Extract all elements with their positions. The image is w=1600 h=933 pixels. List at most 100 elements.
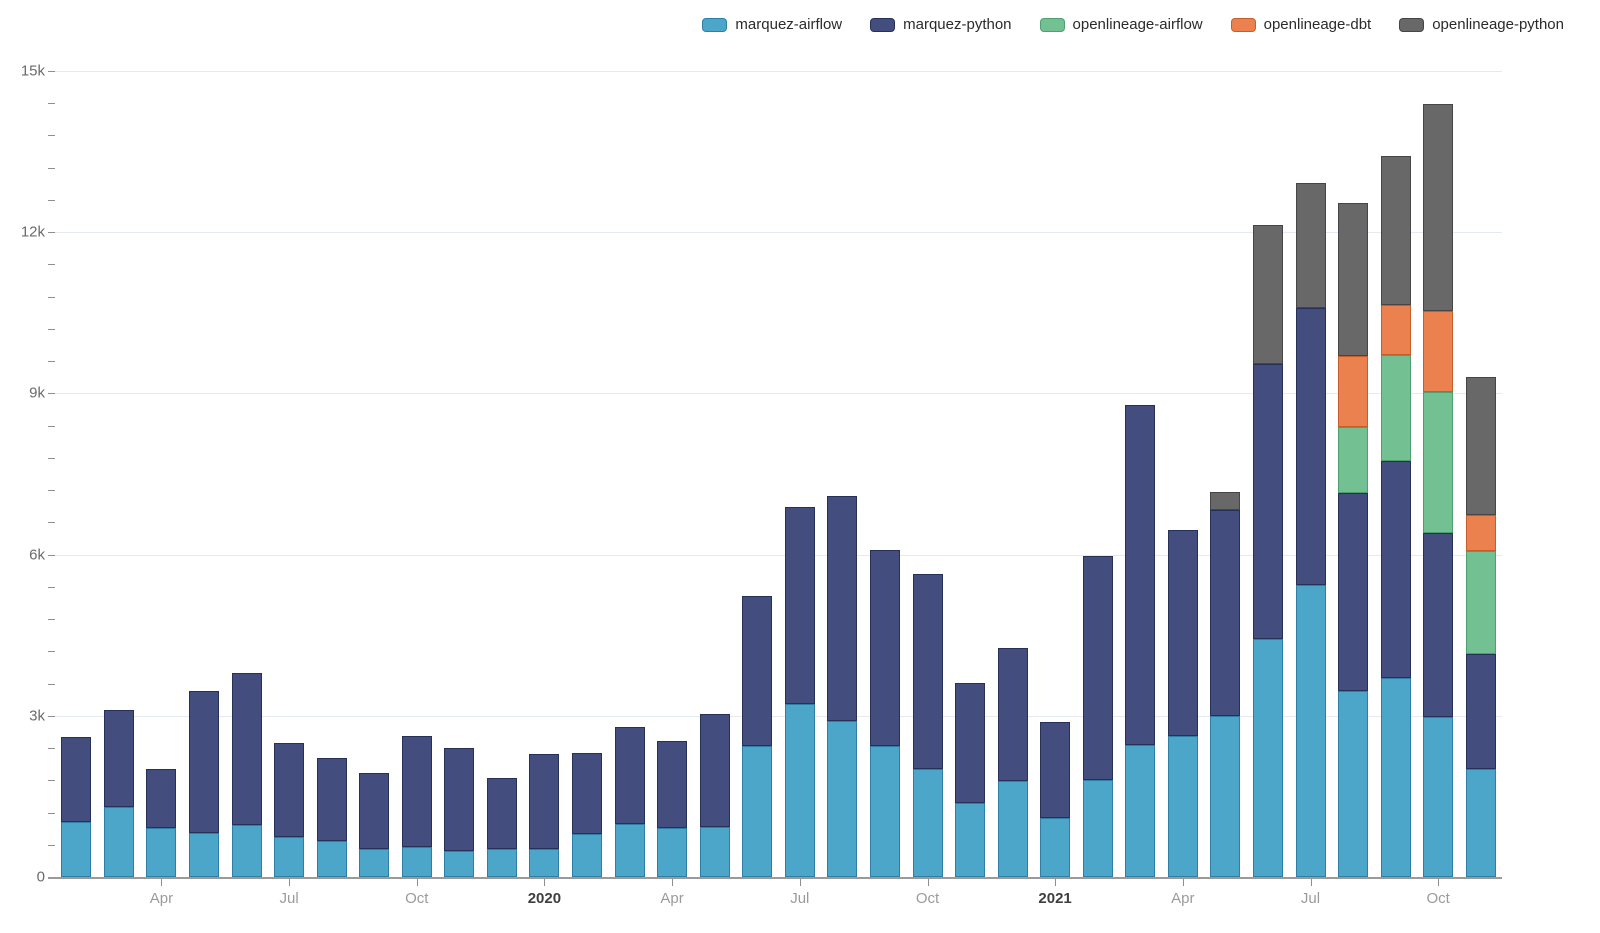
bar-2021-10-openlineage-airflow[interactable] xyxy=(1423,392,1454,534)
x-axis-label-Oct: Oct xyxy=(915,890,940,907)
bar-2021-01-marquez-python[interactable] xyxy=(1040,721,1071,818)
bar-2020-02-marquez-python[interactable] xyxy=(572,752,602,834)
bar-2021-10-marquez-airflow[interactable] xyxy=(1423,717,1454,877)
bar-2019-12-marquez-python[interactable] xyxy=(486,778,517,849)
bar-2021-05-marquez-python[interactable] xyxy=(1210,509,1241,716)
bar-2021-08-openlineage-airflow[interactable] xyxy=(1338,427,1368,493)
bar-2021-05-marquez-airflow[interactable] xyxy=(1210,715,1241,877)
x-axis-tick xyxy=(1182,879,1184,886)
legend-item-marquez-airflow[interactable]: marquez-airflow xyxy=(702,13,842,37)
bar-2020-03-marquez-airflow[interactable] xyxy=(614,824,645,877)
bar-2020-08-marquez-airflow[interactable] xyxy=(827,721,858,877)
bar-2021-06-openlineage-python[interactable] xyxy=(1252,224,1283,364)
bar-2019-02-marquez-airflow[interactable] xyxy=(61,821,92,877)
bar-2021-01-marquez-airflow[interactable] xyxy=(1040,817,1071,877)
legend-swatch-icon xyxy=(870,18,896,32)
bar-2020-03-marquez-python[interactable] xyxy=(614,726,645,825)
bar-2019-10-marquez-python[interactable] xyxy=(401,735,432,847)
legend-item-openlineage-airflow[interactable]: openlineage-airflow xyxy=(1039,13,1203,37)
bar-2021-07-marquez-python[interactable] xyxy=(1295,307,1326,586)
bar-2021-08-marquez-airflow[interactable] xyxy=(1338,690,1368,877)
bar-2021-09-openlineage-dbt[interactable] xyxy=(1380,304,1411,355)
legend-item-openlineage-dbt[interactable]: openlineage-dbt xyxy=(1230,13,1371,37)
bar-2019-08-marquez-python[interactable] xyxy=(316,758,347,841)
y-axis-tick xyxy=(48,683,55,685)
bar-2021-09-marquez-airflow[interactable] xyxy=(1380,678,1411,877)
bar-2020-06-marquez-airflow[interactable] xyxy=(742,746,773,877)
bar-2021-10-openlineage-python[interactable] xyxy=(1423,103,1454,311)
bar-2021-06-marquez-airflow[interactable] xyxy=(1252,639,1283,877)
bar-2019-03-marquez-airflow[interactable] xyxy=(103,807,134,877)
bar-2019-08-marquez-airflow[interactable] xyxy=(316,841,347,877)
bar-2021-04-marquez-python[interactable] xyxy=(1167,530,1198,736)
bar-2021-08-marquez-python[interactable] xyxy=(1338,492,1368,691)
bar-2021-11-marquez-airflow[interactable] xyxy=(1465,768,1496,877)
bar-2020-08-marquez-python[interactable] xyxy=(827,495,858,722)
bar-2019-09-marquez-python[interactable] xyxy=(359,772,390,850)
bar-2021-10-marquez-python[interactable] xyxy=(1423,533,1454,718)
bar-2019-11-marquez-airflow[interactable] xyxy=(444,851,475,877)
bar-2019-04-marquez-airflow[interactable] xyxy=(146,827,177,877)
bar-2021-11-openlineage-dbt[interactable] xyxy=(1465,514,1496,552)
bar-2021-06-marquez-python[interactable] xyxy=(1252,363,1283,639)
bar-2019-04-marquez-python[interactable] xyxy=(146,768,177,828)
y-axis-label: 9k xyxy=(29,384,45,402)
bar-2020-10-marquez-airflow[interactable] xyxy=(912,768,943,877)
bar-2019-06-marquez-python[interactable] xyxy=(231,672,262,825)
bar-2020-04-marquez-python[interactable] xyxy=(657,741,688,829)
bar-2019-03-marquez-python[interactable] xyxy=(103,710,134,808)
bar-2021-09-openlineage-python[interactable] xyxy=(1380,156,1411,305)
bar-2019-12-marquez-airflow[interactable] xyxy=(486,848,517,877)
bar-2020-06-marquez-python[interactable] xyxy=(742,595,773,747)
bar-2020-10-marquez-python[interactable] xyxy=(912,574,943,769)
bar-2021-10-openlineage-dbt[interactable] xyxy=(1423,310,1454,393)
x-axis-tick xyxy=(416,879,418,886)
x-axis-tick xyxy=(799,879,801,886)
bar-2020-02-marquez-airflow[interactable] xyxy=(572,834,602,877)
bar-2020-04-marquez-airflow[interactable] xyxy=(657,828,688,877)
bar-2021-02-marquez-airflow[interactable] xyxy=(1082,780,1113,877)
bar-2021-03-marquez-airflow[interactable] xyxy=(1125,745,1156,877)
bar-2019-10-marquez-airflow[interactable] xyxy=(401,846,432,877)
bar-2021-05-openlineage-python[interactable] xyxy=(1210,492,1241,510)
x-axis-line xyxy=(48,877,1502,879)
bar-2020-07-marquez-airflow[interactable] xyxy=(784,704,815,877)
bar-2019-05-marquez-python[interactable] xyxy=(189,691,219,833)
bar-2021-02-marquez-python[interactable] xyxy=(1082,555,1113,781)
bar-2021-09-openlineage-airflow[interactable] xyxy=(1380,354,1411,462)
bar-2021-11-openlineage-python[interactable] xyxy=(1465,376,1496,515)
bar-2021-08-openlineage-python[interactable] xyxy=(1338,203,1368,357)
bar-2020-05-marquez-python[interactable] xyxy=(699,714,730,827)
y-axis-tick xyxy=(48,715,55,717)
bar-2020-01-marquez-airflow[interactable] xyxy=(529,849,560,877)
bar-2019-06-marquez-airflow[interactable] xyxy=(231,824,262,877)
bar-2019-02-marquez-python[interactable] xyxy=(61,736,92,822)
bar-2019-09-marquez-airflow[interactable] xyxy=(359,849,390,877)
bar-2020-09-marquez-airflow[interactable] xyxy=(869,745,900,877)
bar-2021-07-openlineage-python[interactable] xyxy=(1295,183,1326,308)
bar-2020-09-marquez-python[interactable] xyxy=(869,550,900,746)
gridline-9000 xyxy=(55,393,1502,395)
y-axis-label: 12k xyxy=(20,223,45,241)
bar-2020-12-marquez-airflow[interactable] xyxy=(997,780,1028,877)
bar-2021-04-marquez-airflow[interactable] xyxy=(1167,735,1198,877)
bar-2019-05-marquez-airflow[interactable] xyxy=(189,832,219,877)
bar-2021-07-marquez-airflow[interactable] xyxy=(1295,585,1326,877)
x-axis-tick xyxy=(544,879,546,886)
bar-2021-08-openlineage-dbt[interactable] xyxy=(1338,356,1368,428)
bar-2021-03-marquez-python[interactable] xyxy=(1125,404,1156,746)
bar-2020-12-marquez-python[interactable] xyxy=(997,648,1028,781)
bar-2019-11-marquez-python[interactable] xyxy=(444,747,475,852)
bar-2020-05-marquez-airflow[interactable] xyxy=(699,826,730,877)
bar-2021-09-marquez-python[interactable] xyxy=(1380,461,1411,679)
legend-item-marquez-python[interactable]: marquez-python xyxy=(870,13,1012,37)
bar-2020-11-marquez-python[interactable] xyxy=(955,683,985,803)
legend-item-openlineage-python[interactable]: openlineage-python xyxy=(1399,13,1564,37)
bar-2021-11-openlineage-airflow[interactable] xyxy=(1465,551,1496,654)
bar-2020-01-marquez-python[interactable] xyxy=(529,753,560,850)
bar-2020-11-marquez-airflow[interactable] xyxy=(955,802,985,877)
bar-2021-11-marquez-python[interactable] xyxy=(1465,653,1496,769)
bar-2020-07-marquez-python[interactable] xyxy=(784,507,815,704)
bar-2019-07-marquez-airflow[interactable] xyxy=(274,836,305,877)
bar-2019-07-marquez-python[interactable] xyxy=(274,742,305,837)
